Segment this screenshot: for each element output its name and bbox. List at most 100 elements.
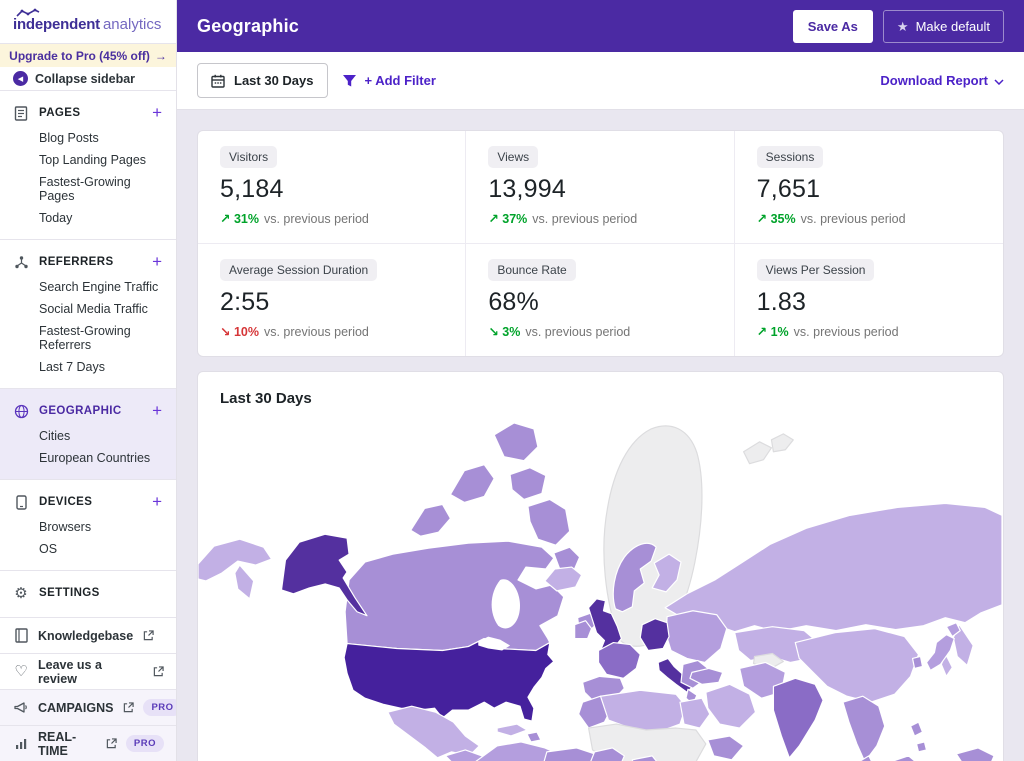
sidebar-item-last-7-days[interactable]: Last 7 Days [39, 360, 106, 374]
sidebar-item-knowledgebase[interactable]: Knowledgebase [0, 617, 176, 653]
stat-card-views-per-session[interactable]: Views Per Session 1.83 ↗ 1% vs. previous … [735, 244, 1003, 356]
kazakhstan-region[interactable] [734, 626, 819, 664]
iceland-region[interactable] [544, 566, 583, 592]
philippines-region[interactable] [915, 741, 928, 753]
stat-card-views[interactable]: Views 13,994 ↗ 37% vs. previous period [466, 131, 735, 244]
sidebar-item-devices[interactable]: DEVICES + [0, 486, 176, 516]
collapse-label: Collapse sidebar [35, 71, 136, 86]
upgrade-to-pro-banner[interactable]: Upgrade to Pro (45% off) → [0, 43, 176, 68]
sidebar-item-fastest-growing-referrers[interactable]: Fastest-Growing Referrers [39, 324, 131, 352]
stat-label: Sessions [756, 146, 824, 168]
cuba-region[interactable] [496, 723, 528, 737]
colombia-region[interactable] [475, 741, 564, 761]
algeria-region[interactable] [599, 689, 687, 733]
stat-card-avg-session-duration[interactable]: Average Session Duration 2:55 ↘ 10% vs. p… [198, 244, 467, 356]
add-geographic-report-button[interactable]: + [152, 401, 162, 420]
canada-region[interactable] [553, 546, 581, 572]
uk-region[interactable] [587, 598, 622, 652]
chukotka-region[interactable] [198, 538, 273, 582]
make-default-button[interactable]: ★ Make default [882, 9, 1004, 43]
canada-region[interactable] [527, 498, 571, 546]
sidebar-item-settings[interactable]: ⚙ SETTINGS [0, 577, 176, 607]
nigeria-region[interactable] [631, 755, 660, 761]
france-region[interactable] [597, 641, 641, 679]
sidebar-item-referrers[interactable]: REFERRERS + [0, 246, 176, 276]
section-label-pages: PAGES [39, 107, 81, 119]
canada-region[interactable] [509, 467, 547, 501]
divider [0, 239, 176, 240]
saudi-region[interactable] [705, 683, 757, 729]
stat-card-sessions[interactable]: Sessions 7,651 ↗ 35% vs. previous period [734, 131, 1003, 244]
turkey-region[interactable] [689, 667, 724, 685]
canada-region[interactable] [449, 464, 495, 504]
new-guinea-region[interactable] [955, 747, 995, 761]
sidebar-item-today[interactable]: Today [39, 211, 73, 225]
star-icon: ★ [896, 18, 909, 34]
china-region[interactable] [794, 628, 920, 703]
save-as-button[interactable]: Save As [792, 9, 873, 43]
sidebar-item-top-landing-pages[interactable]: Top Landing Pages [39, 153, 147, 167]
pro-badge: PRO [125, 735, 164, 752]
sidebar-item-blog-posts[interactable]: Blog Posts [39, 131, 99, 145]
sidebar-item-european-countries[interactable]: European Countries [39, 451, 151, 465]
stat-value: 5,184 [220, 175, 284, 203]
date-range-button[interactable]: Last 30 Days [197, 63, 328, 98]
hokkaido-region[interactable] [945, 622, 961, 638]
svalbard-region[interactable] [770, 433, 794, 453]
india-region[interactable] [772, 677, 824, 759]
korea-region[interactable] [911, 655, 924, 670]
logo[interactable]: independent analytics [0, 0, 176, 44]
east-europe-region[interactable] [665, 610, 728, 664]
add-devices-report-button[interactable]: + [152, 492, 162, 511]
heart-icon: ♡ [14, 662, 28, 680]
ethiopia-region[interactable] [707, 735, 745, 761]
stat-value: 13,994 [488, 175, 566, 203]
usa-region[interactable] [343, 637, 555, 722]
sidebar-item-search-engine-traffic[interactable]: Search Engine Traffic [39, 280, 159, 294]
canada-region[interactable] [344, 540, 565, 652]
canada-region[interactable] [493, 422, 539, 462]
russia-region[interactable] [664, 502, 1003, 633]
external-link-icon [123, 702, 135, 713]
download-report-button[interactable]: Download Report [880, 73, 1004, 88]
svalbard-region[interactable] [743, 441, 773, 465]
sidebar-item-real-time[interactable]: REAL-TIME PRO [0, 725, 176, 761]
sidebar-item-fastest-growing-pages[interactable]: Fastest-Growing Pages [39, 175, 131, 203]
malaysia-region[interactable] [859, 755, 875, 761]
alaska-region[interactable] [280, 533, 368, 617]
japan-region[interactable] [925, 634, 955, 671]
sidebar-item-geographic[interactable]: GEOGRAPHIC + [0, 395, 176, 425]
sidebar-item-pages[interactable]: PAGES + [0, 97, 176, 127]
sidebar-item-social-media-traffic[interactable]: Social Media Traffic [39, 302, 148, 316]
finland-region[interactable] [651, 553, 682, 593]
sidebar-item-os[interactable]: OS [39, 542, 58, 556]
divider [0, 570, 176, 571]
collapse-sidebar-button[interactable]: ◀ Collapse sidebar [0, 67, 176, 91]
chukotka-region[interactable] [234, 564, 255, 600]
borneo-region[interactable] [887, 755, 921, 761]
sidebar-item-cities[interactable]: Cities [39, 429, 71, 443]
stat-change-suffix: vs. previous period [525, 325, 631, 339]
germany-region[interactable] [639, 618, 670, 652]
ireland-region[interactable] [574, 620, 593, 640]
sidebar-item-browsers[interactable]: Browsers [39, 520, 92, 534]
canada-region[interactable] [410, 503, 452, 537]
add-filter-button[interactable]: + Add Filter [342, 73, 436, 88]
brazil-region[interactable] [543, 747, 607, 761]
philippines-region[interactable] [909, 721, 924, 737]
sidebar-item-leave-review[interactable]: ♡ Leave us a review [0, 653, 176, 689]
add-referrers-report-button[interactable]: + [152, 252, 162, 271]
add-pages-report-button[interactable]: + [152, 103, 162, 122]
hispaniola-region[interactable] [526, 731, 542, 743]
west-africa-region[interactable] [590, 747, 625, 761]
stat-card-bounce-rate[interactable]: Bounce Rate 68% ↘ 3% vs. previous period [466, 244, 735, 356]
egypt-region[interactable] [679, 697, 711, 729]
scandinavia-region[interactable] [612, 542, 657, 613]
book-icon [13, 628, 29, 644]
stat-card-visitors[interactable]: Visitors 5,184 ↗ 31% vs. previous period [198, 131, 467, 244]
se-asia-region[interactable] [842, 695, 886, 761]
world-map[interactable] [198, 413, 1003, 761]
stat-value: 1.83 [756, 288, 807, 316]
sidebar-item-campaigns[interactable]: CAMPAIGNS PRO [0, 689, 176, 725]
stat-value: 68% [488, 288, 539, 316]
